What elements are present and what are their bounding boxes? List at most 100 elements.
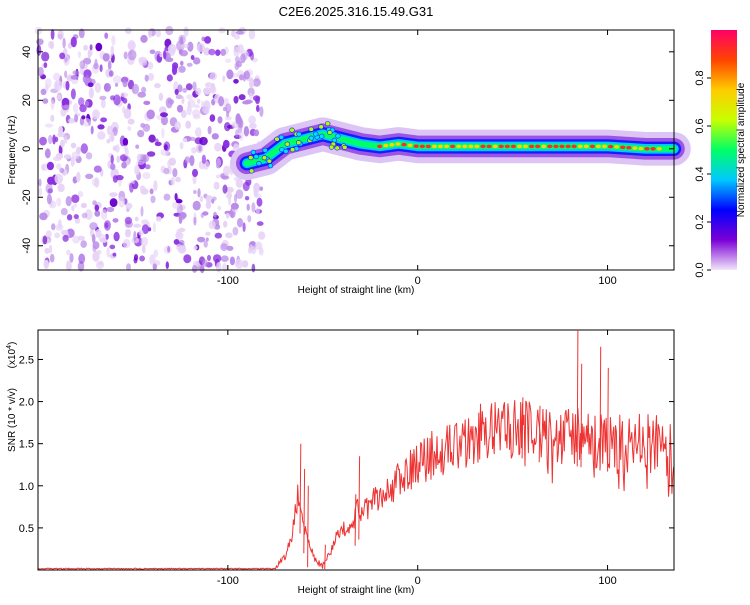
snr-spike bbox=[299, 443, 302, 534]
noise-speckle bbox=[49, 253, 55, 263]
noise-speckle bbox=[110, 131, 114, 142]
noise-speckle bbox=[161, 115, 168, 126]
ridge-peak bbox=[389, 143, 395, 147]
snr-spike bbox=[607, 367, 609, 472]
noise-speckle bbox=[173, 239, 180, 245]
snr-spike bbox=[307, 485, 309, 568]
noise-speckle bbox=[104, 32, 109, 39]
noise-speckle bbox=[159, 52, 163, 58]
noise-speckle bbox=[167, 99, 175, 105]
noise-speckle bbox=[107, 60, 112, 71]
noise-speckle bbox=[244, 196, 250, 201]
ridge-blob bbox=[278, 134, 285, 140]
noise-speckle bbox=[42, 235, 48, 245]
noise-speckle bbox=[202, 211, 209, 216]
noise-speckle bbox=[81, 115, 86, 120]
noise-speckle bbox=[211, 98, 216, 106]
noise-speckle bbox=[202, 137, 206, 146]
noise-speckle bbox=[155, 216, 162, 222]
noise-speckle bbox=[140, 123, 146, 128]
noise-speckle bbox=[146, 109, 155, 120]
noise-speckle bbox=[110, 154, 114, 164]
noise-speckle bbox=[55, 136, 59, 143]
noise-speckle bbox=[248, 244, 254, 252]
noise-speckle bbox=[51, 223, 56, 231]
noise-speckle bbox=[140, 206, 144, 217]
noise-speckle bbox=[83, 69, 92, 79]
ridge-blob bbox=[253, 154, 259, 160]
ridge-peak bbox=[589, 144, 596, 149]
ridge-peak bbox=[456, 144, 462, 149]
noise-speckle bbox=[141, 224, 149, 235]
noise-speckle bbox=[252, 78, 261, 87]
noise-speckle bbox=[73, 103, 79, 113]
noise-speckle bbox=[77, 190, 84, 198]
noise-speckle bbox=[225, 103, 232, 114]
noise-speckle bbox=[76, 146, 81, 155]
noise-speckle bbox=[63, 55, 70, 66]
ridge-peak bbox=[656, 147, 662, 151]
noise-speckle bbox=[242, 222, 246, 233]
noise-speckle bbox=[148, 134, 156, 143]
noise-speckle bbox=[248, 77, 254, 89]
noise-speckle bbox=[46, 193, 52, 205]
colorbar-tick-label: 0.4 bbox=[694, 166, 706, 181]
noise-speckle bbox=[194, 104, 200, 109]
noise-speckle bbox=[122, 80, 128, 88]
noise-speckle bbox=[209, 114, 216, 122]
ridge-blob bbox=[284, 141, 290, 147]
noise-speckle bbox=[140, 236, 149, 247]
noise-speckle bbox=[106, 247, 110, 258]
noise-speckle bbox=[123, 51, 128, 60]
noise-speckle bbox=[175, 94, 183, 100]
colorbar-tick-label: 0.6 bbox=[694, 118, 706, 133]
x-tick-label: -100 bbox=[217, 575, 239, 587]
noise-speckle bbox=[44, 123, 54, 128]
noise-speckle bbox=[124, 27, 132, 35]
noise-speckle bbox=[154, 83, 161, 89]
ridge-peak bbox=[565, 144, 571, 149]
snr-spike bbox=[521, 397, 524, 459]
noise-speckle bbox=[193, 190, 197, 194]
noise-speckle bbox=[39, 212, 48, 221]
noise-speckle bbox=[123, 108, 132, 119]
noise-speckle bbox=[94, 177, 100, 188]
noise-speckle bbox=[48, 244, 53, 254]
noise-speckle bbox=[208, 48, 216, 56]
noise-speckle bbox=[166, 74, 173, 82]
noise-speckle bbox=[183, 254, 192, 264]
noise-speckle bbox=[193, 216, 197, 226]
noise-speckle bbox=[234, 259, 244, 269]
noise-speckle bbox=[42, 98, 49, 104]
ridge-peak bbox=[413, 144, 419, 148]
noise-speckle bbox=[94, 210, 101, 217]
noise-speckle bbox=[47, 188, 53, 194]
ridge-peak bbox=[437, 144, 444, 149]
noise-speckle bbox=[50, 29, 55, 40]
ridge-peak bbox=[541, 144, 547, 149]
noise-speckle bbox=[186, 105, 192, 116]
ridge-peak bbox=[504, 144, 510, 149]
snr-spike bbox=[358, 456, 361, 540]
noise-speckle bbox=[118, 196, 126, 208]
ridge-blob bbox=[308, 135, 314, 141]
noise-speckle bbox=[65, 196, 72, 207]
snr-y-scale-label: (x104) bbox=[6, 342, 18, 369]
noise-speckle bbox=[187, 99, 196, 108]
noise-speckle bbox=[63, 135, 68, 144]
noise-speckle bbox=[90, 125, 94, 135]
ridge-blob bbox=[342, 144, 348, 150]
noise-speckle bbox=[63, 154, 72, 160]
noise-speckle bbox=[127, 42, 135, 50]
noise-speckle bbox=[100, 99, 106, 109]
noise-speckle bbox=[36, 38, 44, 46]
ridge-blob bbox=[274, 136, 280, 142]
noise-speckle bbox=[178, 215, 183, 224]
y-tick-label: 2.5 bbox=[19, 354, 34, 366]
noise-speckle bbox=[92, 109, 100, 120]
noise-speckle bbox=[211, 133, 219, 140]
noise-speckle bbox=[106, 206, 115, 213]
noise-speckle bbox=[134, 216, 139, 222]
noise-speckle bbox=[180, 109, 187, 119]
noise-speckle bbox=[41, 163, 46, 171]
